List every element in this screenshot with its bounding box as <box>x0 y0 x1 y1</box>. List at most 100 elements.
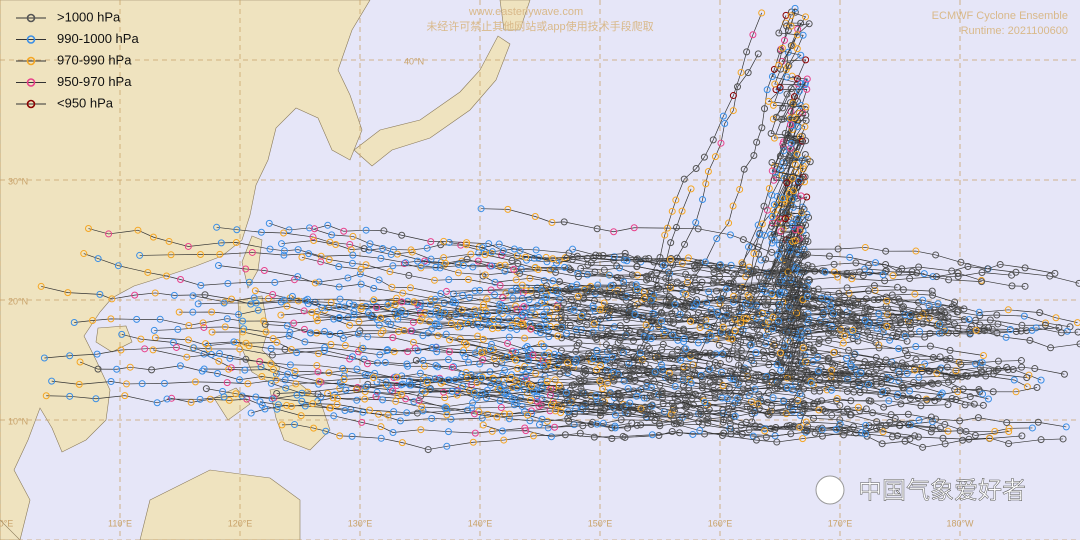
track-point <box>901 332 909 340</box>
track-point <box>245 278 253 286</box>
track-point <box>761 231 769 239</box>
track-point <box>610 368 618 376</box>
lon-label: 140°E <box>468 518 493 528</box>
track-point <box>262 328 270 336</box>
track-point <box>471 389 479 397</box>
track-point <box>521 334 529 342</box>
track-point <box>784 332 792 340</box>
track-point <box>686 411 694 419</box>
track-point <box>723 311 731 319</box>
track-point <box>673 278 681 286</box>
track-point <box>107 378 115 386</box>
track-point <box>846 253 854 261</box>
track-point <box>789 407 797 415</box>
track-point <box>849 311 857 319</box>
track-point <box>697 408 705 416</box>
track-point <box>979 352 987 360</box>
track-point <box>782 11 790 19</box>
track-line <box>628 53 759 364</box>
track-point <box>390 348 398 356</box>
track-point <box>233 226 241 234</box>
track-point <box>597 402 605 410</box>
track-point <box>721 315 729 323</box>
track-point <box>779 104 787 112</box>
track-point <box>701 399 709 407</box>
track-point <box>236 345 244 353</box>
track-point <box>768 213 776 221</box>
track-point <box>373 388 381 396</box>
track-point <box>553 304 561 312</box>
track-point <box>410 298 418 306</box>
track-point <box>268 351 276 359</box>
track-point <box>278 240 286 248</box>
track-point <box>828 311 836 319</box>
track-point <box>915 298 923 306</box>
track-point <box>335 263 343 271</box>
track-point <box>656 422 664 430</box>
track-point <box>604 312 612 320</box>
track-point <box>735 378 743 386</box>
track-point <box>758 9 766 17</box>
track-point <box>138 380 146 388</box>
track <box>80 250 705 328</box>
track-point <box>712 373 720 381</box>
track-point <box>719 323 727 331</box>
track-point <box>592 392 600 400</box>
track-point <box>298 253 306 261</box>
track-point <box>789 195 797 203</box>
track-point <box>783 383 791 391</box>
track-point <box>554 332 562 340</box>
track-point <box>450 363 458 371</box>
track-point <box>643 342 651 350</box>
track-point <box>799 31 807 39</box>
track-point <box>389 428 397 436</box>
track-point <box>770 337 778 345</box>
track-point <box>505 410 513 418</box>
track-point <box>907 330 915 338</box>
track-point <box>664 281 672 289</box>
track-point <box>513 317 521 325</box>
track-point <box>767 130 775 138</box>
track-point <box>599 385 607 393</box>
track <box>764 73 968 313</box>
track-point <box>718 394 726 402</box>
track-point <box>404 348 412 356</box>
track-point <box>803 85 811 93</box>
track-point <box>619 389 627 397</box>
track-point <box>454 323 462 331</box>
track-point <box>526 320 534 328</box>
track-point <box>496 262 504 270</box>
track-point <box>403 360 411 368</box>
track-point <box>144 268 152 276</box>
track-point <box>937 306 945 314</box>
site-url: www.easterlywave.com <box>468 6 583 18</box>
track-point <box>854 301 862 309</box>
track-point <box>871 259 879 267</box>
track-point <box>656 253 664 261</box>
track-point <box>315 350 323 358</box>
track-point <box>747 353 755 361</box>
track-point <box>633 392 641 400</box>
track-point <box>636 328 644 336</box>
track-point <box>310 237 318 245</box>
track-point <box>384 411 392 419</box>
track-point <box>784 402 792 410</box>
track-point <box>583 321 591 329</box>
track-point <box>431 375 439 383</box>
track-point <box>762 255 770 263</box>
track-point <box>417 262 425 270</box>
track-point <box>758 309 766 317</box>
track-point <box>938 389 946 397</box>
track-point <box>549 255 557 263</box>
track-point <box>793 75 801 83</box>
track-point <box>706 365 714 373</box>
track-point <box>719 382 727 390</box>
track-point <box>737 346 745 354</box>
track-point <box>693 259 701 267</box>
track-point <box>600 266 608 274</box>
track-point <box>524 411 532 419</box>
track-point <box>291 421 299 429</box>
track-point <box>740 165 748 173</box>
track-point <box>364 309 372 317</box>
track-point <box>830 260 838 268</box>
